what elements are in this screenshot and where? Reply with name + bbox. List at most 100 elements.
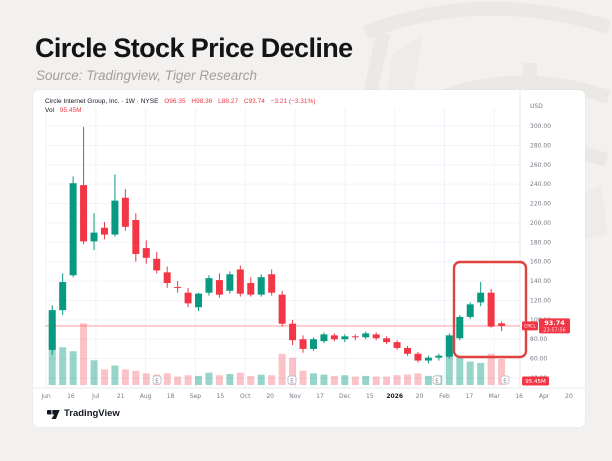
candlestick-chart[interactable]: E E E E USD 300.00 280.00 260.00 240.00 220.00 200… bbox=[33, 90, 585, 427]
candle bbox=[174, 286, 182, 288]
candle bbox=[247, 283, 255, 295]
earnings-marker-icon bbox=[500, 375, 510, 385]
candle bbox=[268, 274, 276, 293]
candle bbox=[100, 227, 108, 235]
candle bbox=[299, 339, 307, 349]
svg-text:Jun: Jun bbox=[40, 393, 51, 400]
candle bbox=[132, 220, 140, 254]
svg-text:Nov: Nov bbox=[289, 393, 301, 400]
price-axis-labels[interactable]: USD 300.00 280.00 260.00 240.00 220.00 200.00 1… bbox=[530, 103, 551, 382]
candle bbox=[142, 248, 150, 258]
svg-text:180.00: 180.00 bbox=[530, 239, 551, 246]
svg-text:17: 17 bbox=[466, 393, 474, 400]
svg-text:Aug: Aug bbox=[140, 393, 152, 400]
axis-separators bbox=[33, 90, 585, 389]
candle bbox=[90, 232, 98, 242]
volume-bar bbox=[268, 375, 276, 385]
volume-bar bbox=[477, 362, 485, 385]
svg-text:E: E bbox=[290, 378, 294, 384]
svg-text:15: 15 bbox=[217, 393, 225, 400]
candle bbox=[48, 310, 56, 350]
volume-bar bbox=[466, 361, 474, 385]
volume-bar bbox=[362, 375, 370, 385]
ohlc-high: H98.36 bbox=[191, 98, 213, 105]
volume-bar bbox=[69, 351, 77, 385]
page-subtitle: Source: Tradingview, Tiger Research bbox=[36, 68, 257, 83]
ohlc-low: L88.27 bbox=[218, 98, 239, 105]
svg-text:20: 20 bbox=[416, 393, 424, 400]
time-axis-labels[interactable]: Jun 16 Jul 21 Aug 18 Sep 15 Oct 20 Nov 17 Dec 15 2026 2… bbox=[40, 393, 573, 400]
svg-text:300.00: 300.00 bbox=[530, 123, 551, 130]
candle bbox=[163, 272, 171, 284]
svg-text:220.00: 220.00 bbox=[530, 201, 551, 208]
volume-axis-tag: 95.45M bbox=[522, 376, 549, 386]
candle bbox=[330, 335, 338, 340]
volume-bar bbox=[247, 375, 255, 385]
volume-bar bbox=[330, 375, 338, 385]
candle bbox=[498, 323, 506, 326]
candle bbox=[372, 334, 380, 339]
tradingview-logo-icon bbox=[47, 410, 60, 419]
volume-label[interactable]: Vol bbox=[45, 107, 55, 114]
svg-text:20: 20 bbox=[565, 393, 573, 400]
legend-volume-row: Vol 95.45M bbox=[45, 106, 319, 115]
candle bbox=[153, 258, 161, 271]
svg-text:17: 17 bbox=[316, 393, 324, 400]
decline-highlight-box bbox=[452, 260, 528, 359]
candle bbox=[80, 185, 88, 242]
volume-bar bbox=[100, 369, 108, 385]
svg-text:16: 16 bbox=[67, 393, 75, 400]
candle bbox=[362, 333, 370, 338]
svg-text:240.00: 240.00 bbox=[530, 181, 551, 188]
candle bbox=[320, 334, 328, 342]
candle bbox=[445, 335, 453, 357]
symbol-description[interactable]: Circle Internet Group, Inc. · 1W · NYSE bbox=[45, 98, 159, 105]
candle bbox=[195, 293, 203, 308]
volume-bar bbox=[414, 373, 422, 385]
svg-text:E: E bbox=[155, 378, 159, 384]
volume-bar bbox=[111, 365, 119, 385]
volume-bar bbox=[215, 375, 223, 385]
candle bbox=[215, 280, 223, 295]
svg-text:60.00: 60.00 bbox=[530, 356, 547, 363]
page-title: Circle Stock Price Decline bbox=[35, 33, 353, 63]
chart-grid bbox=[45, 108, 520, 388]
candle bbox=[404, 347, 412, 354]
volume-bar bbox=[372, 376, 380, 385]
volume-bar bbox=[174, 376, 182, 385]
candle bbox=[435, 355, 443, 358]
volume-bar bbox=[236, 372, 244, 385]
symbol-tag: CRCL bbox=[524, 324, 536, 330]
volume-bar bbox=[498, 359, 506, 385]
volume-bar bbox=[383, 376, 391, 385]
volume-bar bbox=[142, 373, 150, 385]
svg-text:80.00: 80.00 bbox=[530, 336, 547, 343]
candle bbox=[257, 277, 265, 295]
svg-text:280.00: 280.00 bbox=[530, 142, 551, 149]
tradingview-attribution[interactable]: TradingView bbox=[47, 407, 120, 420]
candle bbox=[121, 197, 129, 227]
candle bbox=[69, 183, 77, 276]
candle bbox=[383, 338, 391, 343]
volume-series[interactable] bbox=[48, 320, 506, 385]
svg-text:Oct: Oct bbox=[240, 393, 251, 400]
svg-text:15: 15 bbox=[366, 393, 374, 400]
candle bbox=[289, 323, 297, 341]
candlestick-series[interactable] bbox=[48, 126, 506, 364]
volume-bar bbox=[456, 357, 464, 385]
candle bbox=[236, 269, 244, 294]
current-price-value: 93.74 bbox=[544, 319, 565, 327]
volume-bar bbox=[257, 374, 265, 385]
svg-text:E: E bbox=[435, 378, 439, 384]
volume-bar bbox=[424, 375, 432, 385]
candle bbox=[184, 292, 192, 304]
svg-text:Jul: Jul bbox=[91, 393, 100, 400]
candle bbox=[278, 294, 286, 324]
svg-text:2026: 2026 bbox=[386, 393, 403, 400]
volume-bar bbox=[80, 323, 88, 385]
volume-bar bbox=[184, 375, 192, 385]
svg-text:200.00: 200.00 bbox=[530, 220, 551, 227]
